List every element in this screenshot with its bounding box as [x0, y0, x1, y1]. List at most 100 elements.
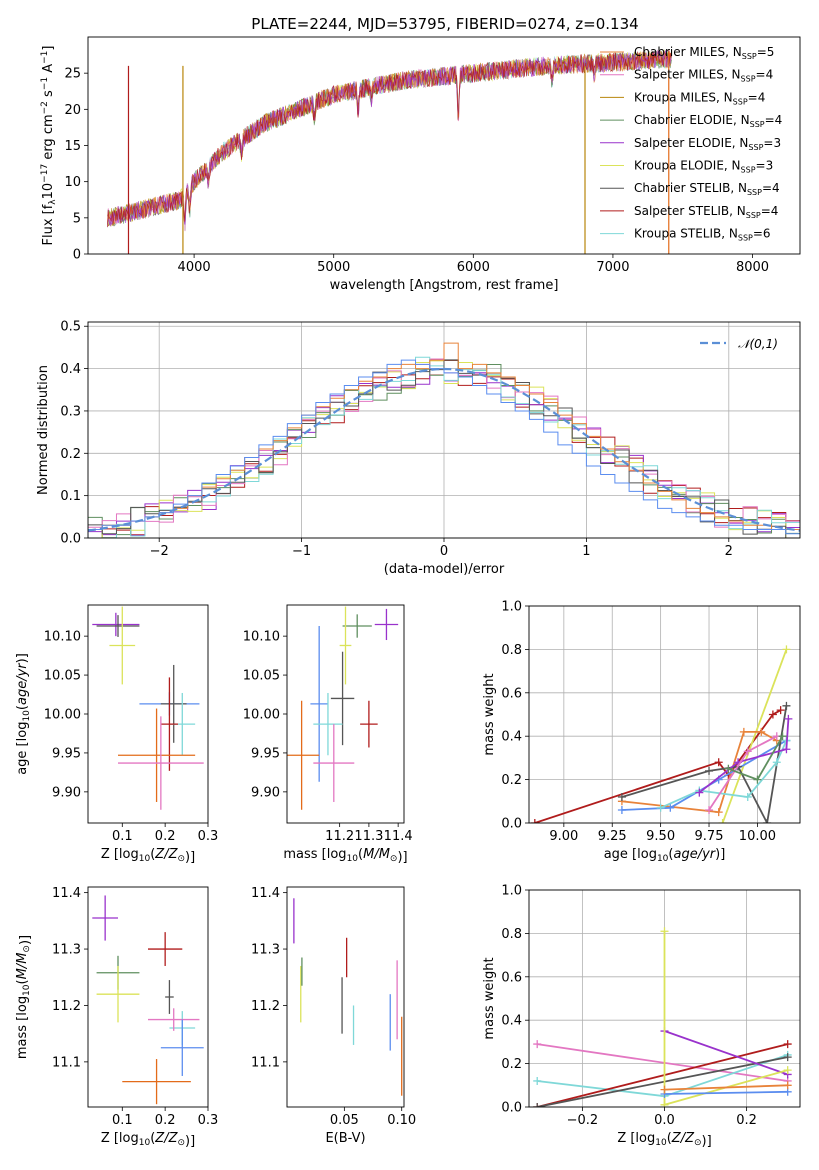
- spectrum-lines: [107, 49, 672, 254]
- weight-marker: [739, 727, 748, 736]
- axes-frame: [87, 604, 209, 824]
- weight-marker: [530, 819, 539, 823]
- age_vs_mass-axes: 11.2 11.3 11.4 9.90 9.95 10.00 10.05 10.10 mass …: [243, 604, 413, 865]
- y-tick-label: 0.4: [501, 730, 522, 745]
- y-tick-label: 0.2: [501, 1057, 522, 1072]
- weight-marker: [705, 805, 714, 814]
- chart-title: PLATE=2244, MJD=53795, FIBERID=0274, z=0…: [251, 15, 638, 33]
- weight-marker: [533, 1076, 542, 1085]
- weight-series-line: [621, 731, 778, 814]
- y-tick-label: 0.2: [60, 447, 81, 462]
- y-tick-label: 15: [64, 139, 81, 154]
- weight-marker: [617, 805, 626, 814]
- y-tick-label: 1.0: [501, 600, 522, 615]
- weight-series-line: [698, 718, 790, 794]
- errorbar-point: [339, 606, 352, 685]
- y-tick-label: 11.3: [52, 943, 81, 958]
- weight-marker: [714, 808, 723, 817]
- y-tick-label: 11.3: [251, 943, 280, 958]
- normal-curve: [88, 367, 800, 532]
- y-tick-label: 9.95: [52, 746, 81, 761]
- mass-ebv-axes: 0.05 0.10 11.1 11.2 11.3 11.4 E(B-V): [251, 886, 416, 1146]
- y-tick-label: 11.4: [251, 886, 280, 901]
- x-axis-label: age [log10(age/yr)]: [604, 847, 726, 864]
- weight-marker: [783, 1040, 792, 1049]
- axes-frame: [528, 889, 801, 1108]
- legend-label: Chabrier STELIB, NSSP=4: [634, 181, 780, 197]
- weight-marker: [782, 645, 791, 654]
- y-tick-label: 10.10: [44, 630, 81, 645]
- weight-marker: [778, 732, 787, 741]
- y-tick-label: 0.4: [501, 1014, 522, 1029]
- axes-frame: [286, 604, 405, 824]
- weight-z-axes: −0.2 0.0 0.2 0.0 0.2 0.4 0.6 0.8 1.0 Z [log10(Z/Z…: [482, 884, 801, 1149]
- x-tick-label: 10.00: [739, 829, 776, 844]
- weight-z-lines: [533, 927, 792, 1107]
- errorbar-point: [148, 932, 183, 966]
- x-tick-label: 0.2: [155, 829, 176, 844]
- y-tick-label: 20: [64, 103, 81, 118]
- weight-marker: [768, 710, 777, 719]
- axes-frame: [87, 321, 801, 539]
- x-tick-label: 0.1: [112, 829, 133, 844]
- residuals-legend: 𝒩(0,1): [700, 337, 778, 351]
- weight-marker: [783, 1066, 792, 1075]
- weight-marker: [783, 1081, 792, 1090]
- y-tick-label: 5: [73, 211, 81, 226]
- weight-series-line: [537, 1056, 788, 1107]
- weight-series-line: [721, 649, 788, 823]
- weight-marker: [533, 1103, 542, 1107]
- y-tick-label: 0.3: [60, 404, 81, 419]
- ebv-points: [293, 898, 403, 1096]
- x-tick-label: 11.3: [354, 829, 383, 844]
- weight-age-axes: 9.00 9.25 9.50 9.75 10.00 0.0 0.2 0.4 0.6 0.8 1.0 a…: [482, 600, 801, 864]
- age_vs_mass-points: [287, 606, 399, 810]
- y-tick-label: 11.2: [52, 999, 81, 1014]
- weight-marker: [743, 792, 752, 801]
- weight-marker: [753, 775, 762, 784]
- x-tick-label: 0.0: [654, 1113, 675, 1128]
- y-tick-label: 0.1: [60, 489, 81, 504]
- y-axis-label: mass weight: [482, 673, 497, 755]
- x-tick-label: 9.75: [695, 829, 724, 844]
- spectrum-legend: Chabrier MILES, NSSP=5 Salpeter MILES, NS…: [600, 45, 782, 243]
- x-tick-label: 9.25: [598, 829, 627, 844]
- y-tick-label: 0.6: [501, 686, 522, 701]
- x-axis-label: Z [log10(Z/Z⊙)]: [617, 1131, 711, 1149]
- weight-marker: [784, 714, 793, 723]
- y-axis-label: Normed distribution: [36, 365, 51, 495]
- errorbar-point: [313, 692, 343, 756]
- weight-marker: [724, 764, 733, 773]
- errorbar-point: [160, 1019, 204, 1076]
- weight-marker: [660, 927, 669, 936]
- y-tick-label: 0.8: [501, 927, 522, 942]
- weight-marker: [757, 727, 766, 736]
- y-tick-label: 11.1: [251, 1055, 280, 1070]
- x-axis-label: Z [log10(Z/Z⊙)]: [101, 1131, 195, 1149]
- axes-frame: [87, 886, 209, 1108]
- histogram-steps: [88, 359, 800, 538]
- y-axis-label: Flux [fλ10−17 erg cm−2 s−1 A−1]: [40, 46, 58, 246]
- weight-marker: [772, 758, 781, 767]
- legend-label: Chabrier MILES, NSSP=5: [634, 45, 774, 61]
- histograms: [88, 342, 800, 538]
- errorbar-point: [92, 612, 140, 637]
- y-tick-label: 0.0: [501, 817, 522, 832]
- x-tick-label: 0.3: [198, 829, 219, 844]
- x-axis-label: Z [log10(Z/Z⊙)]: [101, 847, 195, 865]
- y-tick-label: 9.95: [251, 746, 280, 761]
- residuals-axes: −2 −1 0 1 2 0.0 0.1 0.2 0.3 0.4 0.5 (data-model)/er…: [36, 320, 801, 577]
- weight-marker: [695, 788, 704, 797]
- y-tick-label: 11.1: [52, 1055, 81, 1070]
- weight-marker: [783, 1053, 792, 1062]
- y-tick-label: 1.0: [501, 884, 522, 899]
- y-tick-label: 10.05: [243, 669, 280, 684]
- weight-series-line: [536, 1043, 788, 1107]
- x-tick-label: 9.00: [549, 829, 578, 844]
- x-tick-label: 8000: [736, 260, 769, 275]
- x-tick-label: −1: [292, 544, 311, 559]
- x-tick-label: 9.50: [646, 829, 675, 844]
- x-tick-label: 0: [440, 544, 448, 559]
- x-tick-label: 7000: [596, 260, 629, 275]
- y-tick-label: 9.90: [251, 785, 280, 800]
